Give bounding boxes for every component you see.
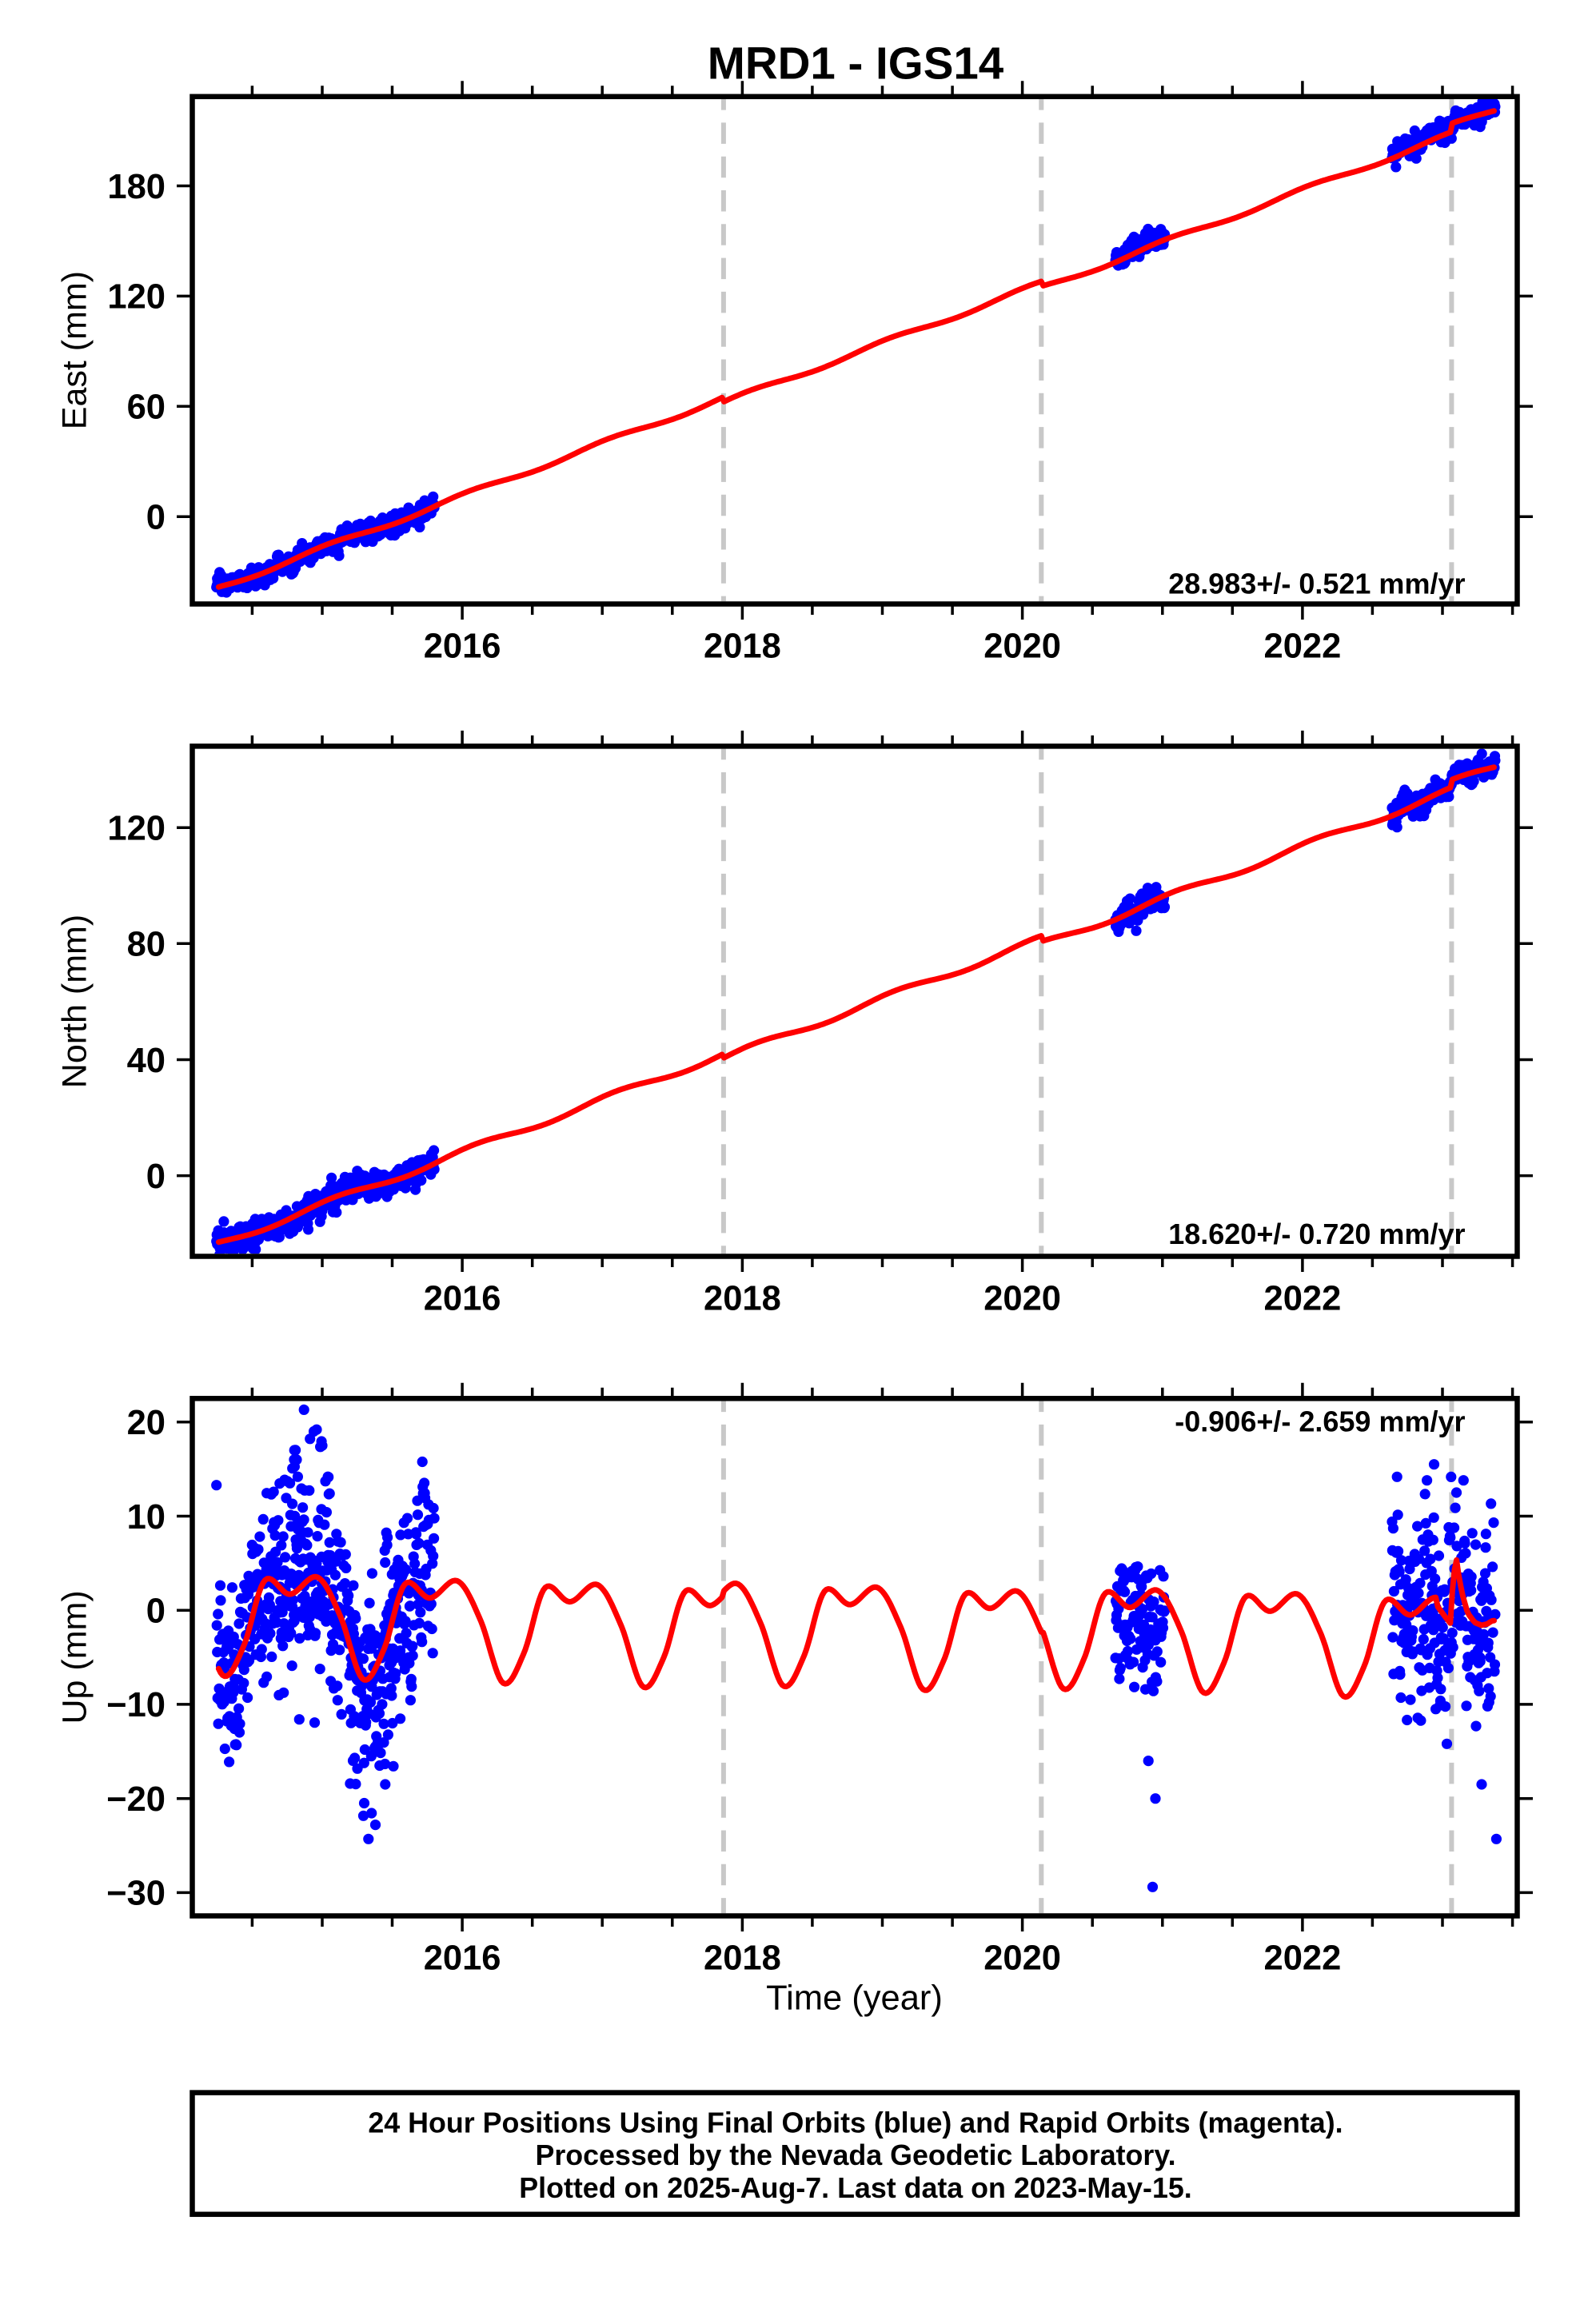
svg-text:North (mm): North (mm): [56, 915, 94, 1088]
svg-text:2018: 2018: [704, 1939, 781, 1978]
svg-text:Up (mm): Up (mm): [56, 1590, 94, 1724]
svg-text:East (mm): East (mm): [56, 271, 94, 429]
svg-text:180: 180: [107, 168, 166, 206]
svg-text:2022: 2022: [1264, 1939, 1342, 1978]
svg-text:−20: −20: [106, 1780, 166, 1819]
svg-text:2016: 2016: [424, 1939, 501, 1978]
svg-text:MRD1 - IGS14: MRD1 - IGS14: [708, 38, 1004, 88]
svg-text:Processed by the Nevada Geodet: Processed by the Nevada Geodetic Laborat…: [535, 2139, 1175, 2171]
svg-text:Plotted on 2025-Aug-7. Last da: Plotted on 2025-Aug-7. Last data on 2023…: [519, 2172, 1191, 2204]
svg-text:-0.906+/- 2.659 mm/yr: -0.906+/- 2.659 mm/yr: [1175, 1405, 1465, 1438]
svg-text:Time (year): Time (year): [766, 1979, 943, 2018]
svg-text:0: 0: [146, 1158, 166, 1196]
svg-text:2020: 2020: [984, 1280, 1061, 1318]
svg-text:2018: 2018: [704, 628, 781, 666]
svg-text:2022: 2022: [1264, 1280, 1342, 1318]
svg-text:18.620+/- 0.720 mm/yr: 18.620+/- 0.720 mm/yr: [1168, 1218, 1465, 1250]
svg-text:120: 120: [107, 810, 166, 848]
svg-text:−10: −10: [106, 1686, 166, 1724]
svg-text:2016: 2016: [424, 1280, 501, 1318]
svg-text:2022: 2022: [1264, 628, 1342, 666]
svg-text:2018: 2018: [704, 1280, 781, 1318]
svg-text:10: 10: [127, 1498, 166, 1537]
svg-text:28.983+/- 0.521 mm/yr: 28.983+/- 0.521 mm/yr: [1168, 568, 1465, 600]
svg-text:40: 40: [127, 1042, 166, 1080]
svg-text:2020: 2020: [984, 628, 1061, 666]
svg-text:2016: 2016: [424, 628, 501, 666]
svg-text:−30: −30: [106, 1875, 166, 1913]
svg-text:120: 120: [107, 278, 166, 317]
svg-text:80: 80: [127, 926, 166, 964]
svg-text:24 Hour Positions Using Final: 24 Hour Positions Using Final Orbits (bl…: [368, 2107, 1343, 2139]
svg-text:0: 0: [146, 1593, 166, 1631]
svg-text:2020: 2020: [984, 1939, 1061, 1978]
svg-text:60: 60: [127, 389, 166, 427]
svg-text:0: 0: [146, 499, 166, 537]
svg-text:20: 20: [127, 1404, 166, 1442]
